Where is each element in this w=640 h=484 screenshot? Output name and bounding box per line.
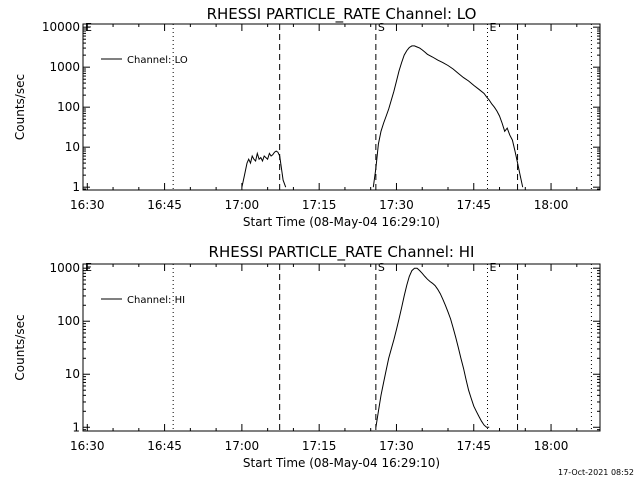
chart-panel-hi: RHESSI PARTICLE_RATE Channel: HI E S E 16:30… [13, 243, 601, 470]
legend-entry-label: Channel: HI [127, 295, 185, 306]
timestamp-text: 17-Oct-2021 08:52 [558, 468, 634, 477]
y-tick-label: 10 [65, 140, 80, 154]
y-tick-label: 1 [72, 420, 80, 434]
chart-panel-lo: RHESSI PARTICLE_RATE Channel: LOE S E16:30… [13, 5, 601, 229]
x-tick-label: 16:45 [147, 439, 182, 453]
x-tick-label: 16:30 [70, 439, 105, 453]
x-tick-label: 17:00 [225, 439, 260, 453]
y-axis-label: Counts/sec [13, 74, 27, 140]
x-tick-label: 17:45 [456, 439, 491, 453]
event-marker-label: E [85, 261, 92, 274]
series-line-segment [375, 267, 490, 428]
y-tick-label: 1000 [49, 261, 80, 275]
y-tick-label: 1000 [49, 60, 80, 74]
x-tick-label: 17:30 [379, 198, 414, 212]
plot-frame [82, 23, 601, 191]
series-line-segment [372, 45, 524, 188]
y-tick-label: 1 [72, 180, 80, 194]
chart-title: RHESSI PARTICLE_RATE Channel: LO [207, 5, 477, 24]
event-marker-label: E [489, 21, 496, 34]
y-tick-label: 10 [65, 367, 80, 381]
x-tick-label: 17:30 [379, 439, 414, 453]
x-tick-label: 18:00 [534, 439, 569, 453]
x-tick-label: 16:30 [70, 198, 105, 212]
y-tick-label: 10000 [42, 20, 80, 34]
series-line-segment [241, 150, 287, 188]
legend-entry-label: Channel: LO [127, 55, 188, 66]
plot-frame [82, 263, 601, 432]
event-marker-label: S [378, 21, 385, 34]
event-marker-label: S [378, 261, 385, 274]
x-tick-label: 17:45 [456, 198, 491, 212]
x-tick-label: 17:15 [302, 439, 337, 453]
x-tick-label: 16:45 [147, 198, 182, 212]
x-tick-label: 17:00 [225, 198, 260, 212]
event-marker-label: E [489, 261, 496, 274]
x-tick-label: 18:00 [534, 198, 569, 212]
x-tick-label: 17:15 [302, 198, 337, 212]
chart-title: RHESSI PARTICLE_RATE Channel: HI [209, 243, 475, 262]
y-tick-label: 100 [57, 314, 80, 328]
y-tick-label: 100 [57, 100, 80, 114]
x-axis-label: Start Time (08-May-04 16:29:10) [243, 456, 440, 470]
y-axis-label: Counts/sec [13, 314, 27, 380]
x-axis-label: Start Time (08-May-04 16:29:10) [243, 215, 440, 229]
